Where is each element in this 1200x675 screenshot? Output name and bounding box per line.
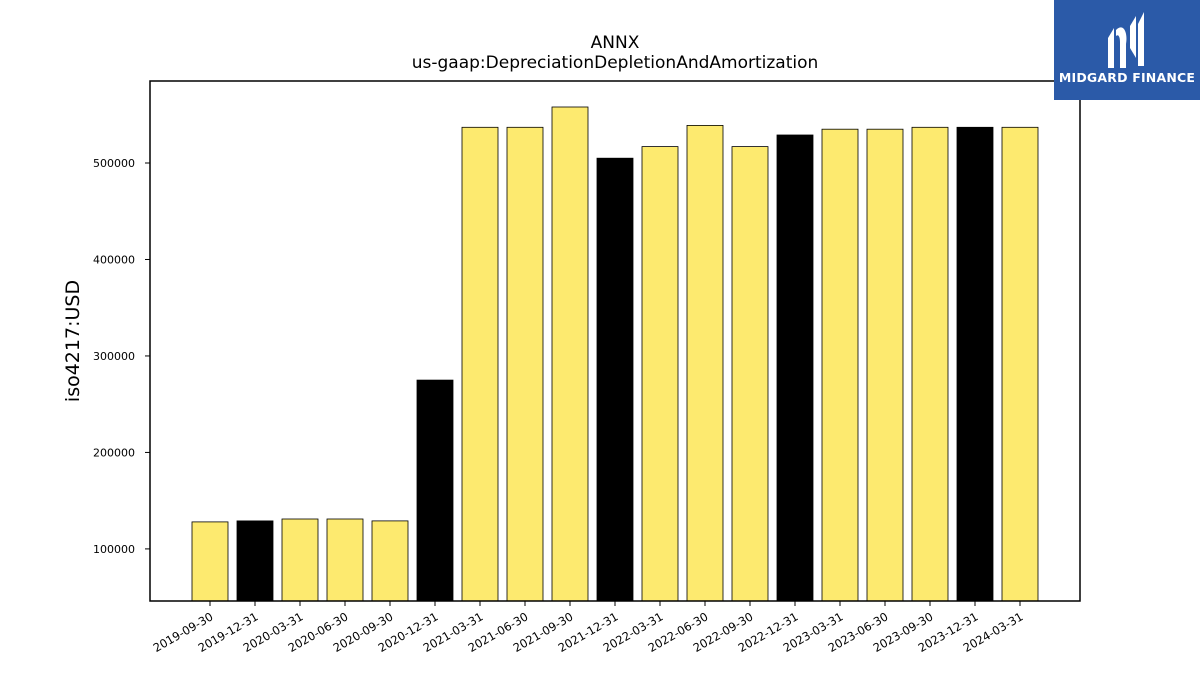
y-ticks-group: 100000 200000 300000 400000 500000 (93, 157, 150, 556)
y-axis-label: iso4217:USD (62, 280, 84, 402)
bar-2023-09-30 (911, 126, 949, 602)
bar-2022-12-31 (776, 134, 814, 602)
y-tick-label: 400000 (93, 253, 135, 266)
bar-2020-09-30 (371, 520, 409, 602)
bar-2022-09-30 (731, 146, 769, 602)
bar-2022-03-31 (641, 146, 679, 602)
chart-title: ANNX (591, 33, 640, 53)
y-tick-label: 300000 (93, 350, 135, 363)
logo-text: MIDGARD FINANCE (1058, 70, 1196, 85)
midgard-finance-logo: MIDGARD FINANCE (1054, 0, 1200, 100)
x-ticks-group: 2019-09-302019-12-312020-03-312020-06-30… (151, 601, 1026, 655)
bar-2021-03-31 (461, 126, 499, 602)
y-tick-label: 100000 (93, 543, 135, 556)
bar-2023-12-31 (956, 126, 994, 602)
bar-2020-12-31 (416, 379, 454, 602)
y-tick-label: 500000 (93, 157, 135, 170)
y-tick-label: 200000 (93, 446, 135, 459)
bar-2024-03-31 (1001, 126, 1039, 602)
plot-frame (149, 80, 1081, 602)
midgard-logo-icon (1108, 12, 1144, 68)
bar-2021-09-30 (551, 106, 589, 602)
bar-2019-09-30 (191, 521, 229, 602)
bar-2023-03-31 (821, 128, 859, 602)
chart-subtitle: us-gaap:DepreciationDepletionAndAmortiza… (412, 53, 819, 73)
bar-2023-06-30 (866, 128, 904, 602)
bar-2022-06-30 (686, 125, 724, 602)
bar-2021-06-30 (506, 126, 544, 602)
bar-2020-03-31 (281, 518, 319, 602)
bars-group (191, 106, 1039, 602)
bar-2021-12-31 (596, 157, 634, 602)
bar-2020-06-30 (326, 518, 364, 602)
bar-2019-12-31 (236, 520, 274, 602)
